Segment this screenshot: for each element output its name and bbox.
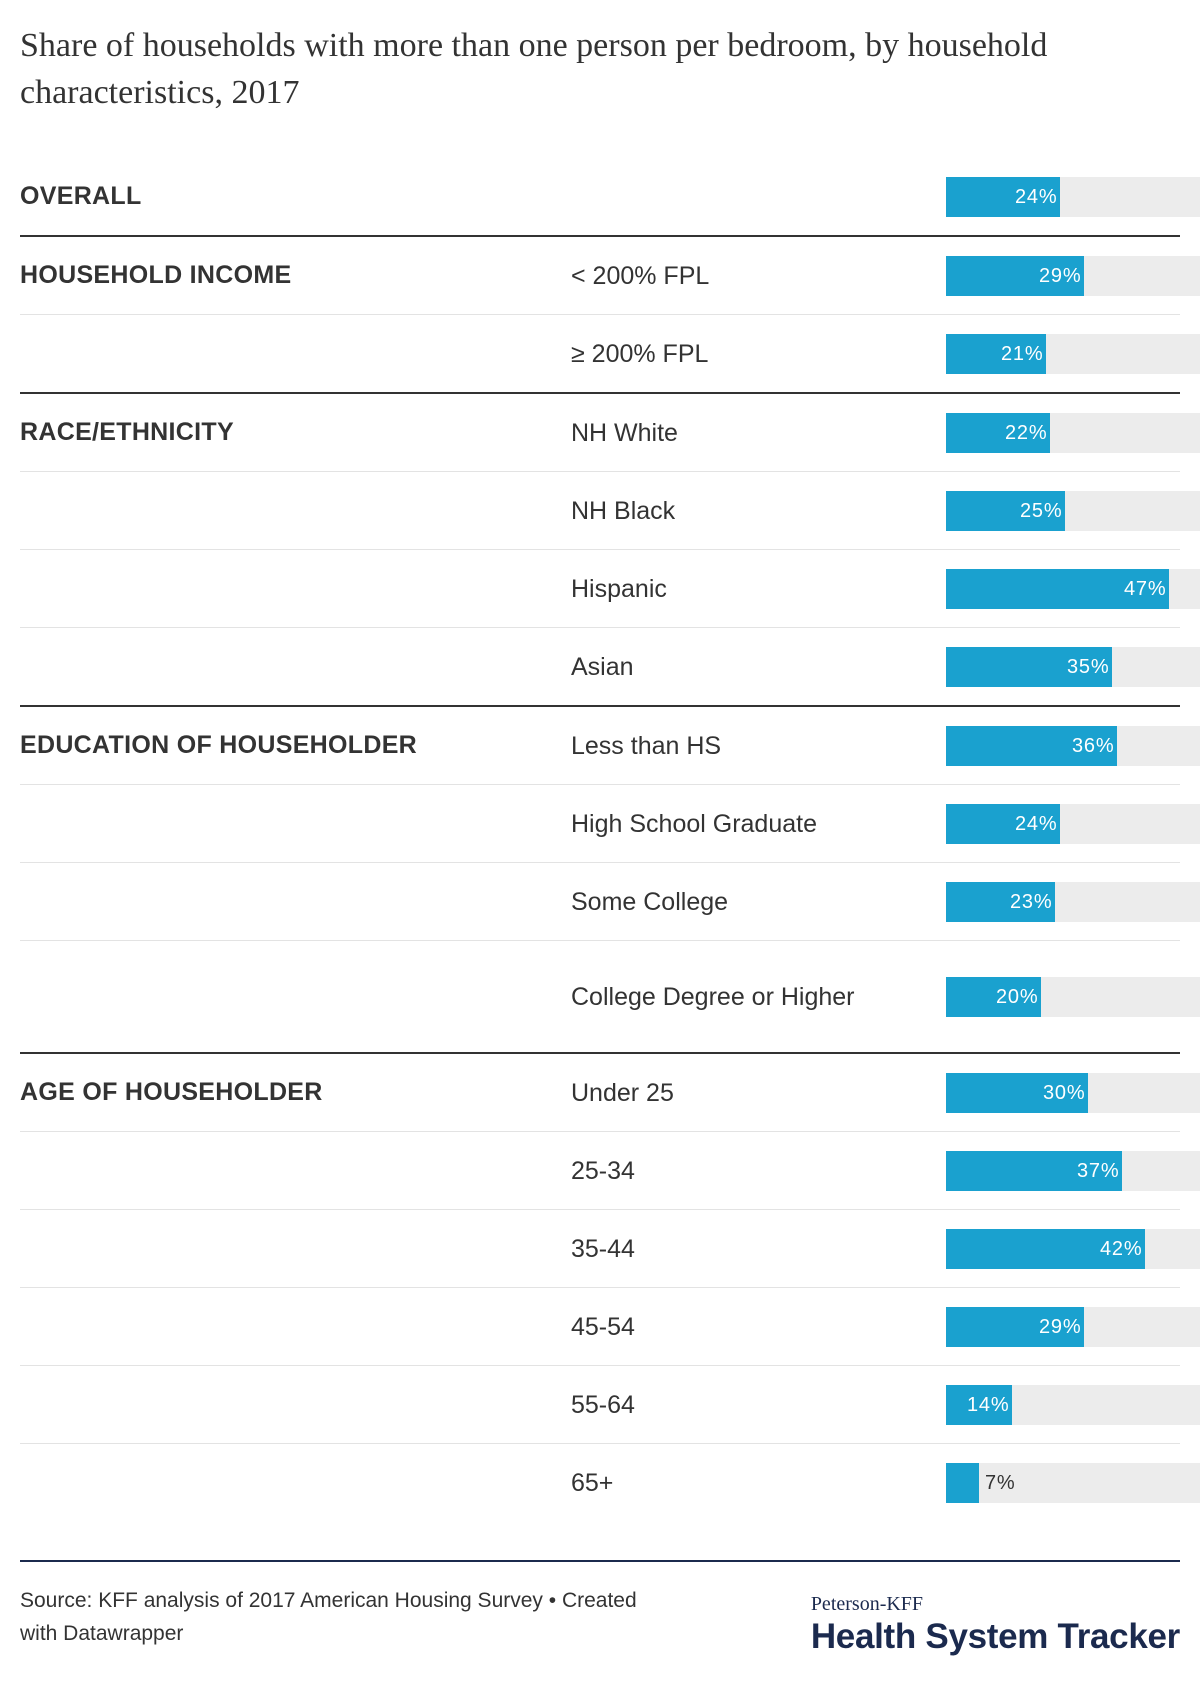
bar: [946, 1462, 979, 1503]
bar-value-label: 20%: [996, 985, 1039, 1008]
bar: [946, 176, 1060, 217]
bar: [946, 646, 1112, 687]
category-label: NH White: [571, 418, 678, 447]
bar: [946, 1306, 1084, 1347]
bar-value-label: 35%: [1067, 655, 1110, 678]
bar: [946, 1384, 1012, 1425]
bar-value-label: 23%: [1010, 890, 1053, 913]
table-row: Asian 35%: [20, 628, 1200, 707]
group-label: RACE/ETHNICITY: [20, 418, 234, 446]
category-label: 25-34: [571, 1156, 635, 1185]
table-row: EDUCATION OF HOUSEHOLDER Less than HS 36%: [20, 707, 1200, 785]
bar-value-label: 42%: [1100, 1237, 1143, 1260]
category-label: 65+: [571, 1468, 614, 1497]
bar: [946, 1072, 1088, 1113]
bar: [946, 255, 1084, 296]
category-label: Some College: [571, 887, 729, 916]
bar: [946, 881, 1055, 922]
footer-divider: [20, 1560, 1180, 1562]
bar-track: 20%: [946, 976, 1200, 1017]
category-label: Under 25: [571, 1078, 674, 1107]
bar-value-label: 22%: [1005, 421, 1048, 444]
bar-track: 36%: [946, 725, 1200, 766]
bar-value-label: 24%: [1015, 185, 1058, 208]
bar-track: 37%: [946, 1150, 1200, 1191]
table-row: Some College 23%: [20, 863, 1200, 941]
bar-track: 42%: [946, 1228, 1200, 1269]
bar-track: 35%: [946, 646, 1200, 687]
bar: [946, 1150, 1122, 1191]
bar-track: 22%: [946, 412, 1200, 453]
table-row: 35-44 42%: [20, 1210, 1200, 1288]
category-label: 35-44: [571, 1234, 635, 1263]
category-label: 55-64: [571, 1390, 635, 1419]
table-row: OVERALL 24%: [20, 158, 1200, 237]
category-label: Less than HS: [571, 731, 722, 760]
bar: [946, 412, 1050, 453]
table-row: High School Graduate 24%: [20, 785, 1200, 863]
bar-value-label: 25%: [1020, 499, 1063, 522]
bar: [946, 803, 1060, 844]
table-row: 25-34 37%: [20, 1132, 1200, 1210]
bar-track: 47%: [946, 568, 1200, 609]
bar-track: 21%: [946, 333, 1200, 374]
bar: [946, 333, 1046, 374]
bar-track: 29%: [946, 1306, 1200, 1347]
category-label: 45-54: [571, 1312, 635, 1341]
brand-logo[interactable]: Peterson-KFF Health System Tracker: [811, 1592, 1180, 1658]
group-label: EDUCATION OF HOUSEHOLDER: [20, 731, 418, 759]
bar-value-label: 7%: [985, 1471, 1016, 1494]
category-label: College Degree or Higher: [571, 982, 855, 1011]
bar-track: 14%: [946, 1384, 1200, 1425]
bar-value-label: 24%: [1015, 812, 1058, 835]
table-row: NH Black 25%: [20, 472, 1200, 550]
category-label: Hispanic: [571, 574, 667, 603]
bar-track: 7%: [946, 1462, 1200, 1503]
table-row: 65+ 7%: [20, 1444, 1200, 1521]
logo-title: Health System Tracker: [810, 1617, 1180, 1656]
bar: [946, 976, 1041, 1017]
category-label: < 200% FPL: [571, 261, 710, 290]
table-row: AGE OF HOUSEHOLDER Under 25 30%: [20, 1054, 1200, 1132]
table-row: 55-64 14%: [20, 1366, 1200, 1444]
category-label: High School Graduate: [571, 809, 817, 838]
bar-value-label: 37%: [1077, 1159, 1120, 1182]
bar-value-label: 14%: [967, 1393, 1010, 1416]
bar-value-label: 21%: [1001, 342, 1044, 365]
bar-track: 29%: [946, 255, 1200, 296]
bar-value-label: 47%: [1124, 577, 1167, 600]
bar-track: 23%: [946, 881, 1200, 922]
bar-track: 25%: [946, 490, 1200, 531]
source-note: Source: KFF analysis of 2017 American Ho…: [20, 1589, 637, 1645]
table-row: College Degree or Higher 20%: [20, 941, 1200, 1054]
table-row: HOUSEHOLD INCOME < 200% FPL 29%: [20, 237, 1200, 315]
bar-value-label: 36%: [1072, 734, 1115, 757]
chart-title: Share of households with more than one p…: [20, 27, 1048, 111]
category-label: NH Black: [571, 496, 676, 525]
bar: [946, 568, 1169, 609]
category-label: Asian: [571, 652, 634, 681]
table-row: RACE/ETHNICITY NH White 22%: [20, 394, 1200, 472]
bar: [946, 490, 1065, 531]
group-label: AGE OF HOUSEHOLDER: [20, 1078, 323, 1106]
category-label: ≥ 200% FPL: [571, 339, 709, 368]
table-row: Hispanic 47%: [20, 550, 1200, 628]
bar: [946, 725, 1117, 766]
bar-track: 24%: [946, 803, 1200, 844]
bar: [946, 1228, 1145, 1269]
bar-track: 24%: [946, 176, 1200, 217]
bar-track: 30%: [946, 1072, 1200, 1113]
logo-subtitle: Peterson-KFF: [810, 1593, 924, 1615]
bar-value-label: 30%: [1043, 1081, 1086, 1104]
table-row: ≥ 200% FPL 21%: [20, 315, 1200, 394]
group-label: HOUSEHOLD INCOME: [20, 261, 292, 289]
group-label: OVERALL: [20, 182, 142, 210]
table-row: 45-54 29%: [20, 1288, 1200, 1366]
bar-value-label: 29%: [1039, 1315, 1082, 1338]
bar-value-label: 29%: [1039, 264, 1082, 287]
chart-table: OVERALL 24% HOUSEHOLD INCOME < 200% FPL 29% ≥…: [20, 158, 1200, 1521]
